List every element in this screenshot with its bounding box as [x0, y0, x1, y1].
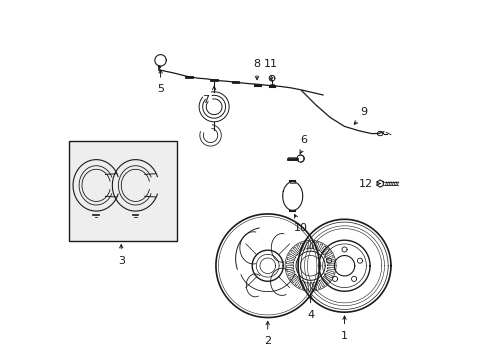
Text: 4: 4 [306, 310, 313, 320]
Polygon shape [285, 240, 335, 291]
Text: 2: 2 [264, 336, 271, 346]
Text: 6: 6 [299, 135, 306, 145]
Text: 9: 9 [360, 108, 367, 117]
Text: 10: 10 [293, 223, 307, 233]
Polygon shape [298, 219, 390, 312]
Text: 7: 7 [201, 95, 208, 105]
Text: 8: 8 [253, 59, 260, 69]
Polygon shape [216, 214, 319, 318]
Text: 3: 3 [118, 256, 124, 266]
Text: 12: 12 [358, 179, 372, 189]
Text: 11: 11 [264, 59, 278, 69]
Text: 5: 5 [157, 84, 163, 94]
Bar [69, 141, 176, 241]
Text: 1: 1 [340, 331, 347, 341]
